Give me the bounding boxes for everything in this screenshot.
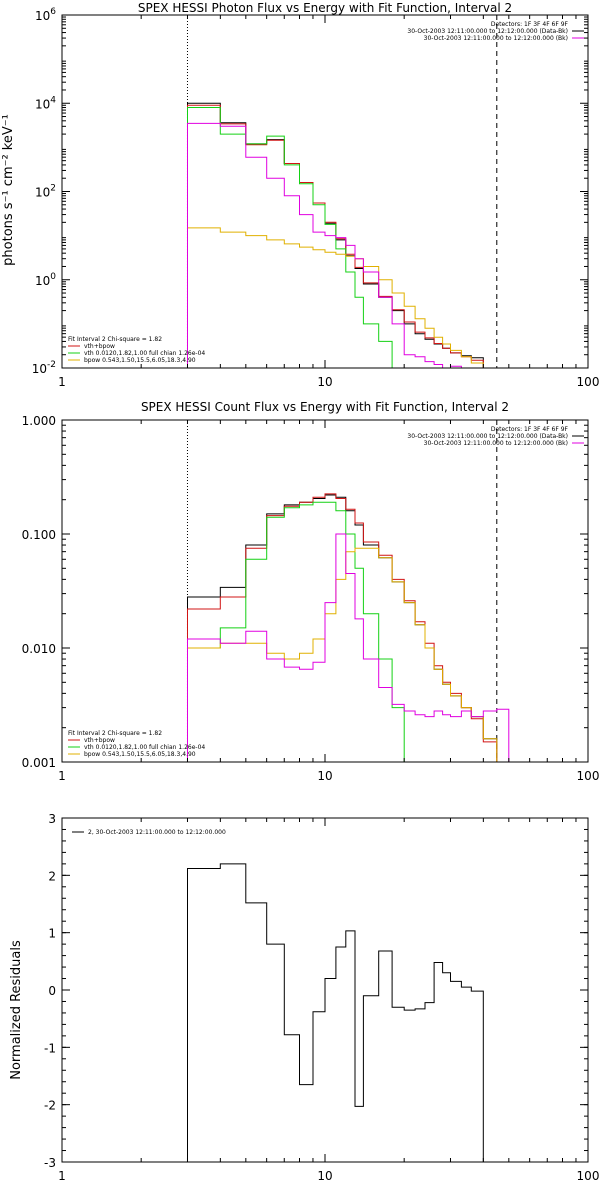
series-line-vth: [187, 107, 405, 368]
legend-bottom-left-text: vth+bpow: [84, 343, 115, 350]
y-tick-label: 10-2: [32, 360, 56, 376]
y-tick-label: 2: [48, 869, 56, 883]
legend-top-left-text: 2, 30-Oct-2003 12:11:00.000 to 12:12:00.…: [88, 829, 226, 836]
y-tick-label: 0.010: [22, 642, 56, 656]
series-line-vth: [187, 501, 416, 762]
y-tick-exponent: 0: [50, 272, 56, 282]
y-tick-base: 10: [35, 97, 50, 111]
y-axis-label: photons s⁻¹ cm⁻² keV⁻¹: [1, 114, 16, 266]
legend-top-right-text: Detectors: 1F 3F 4F 6F 9F: [491, 426, 569, 433]
plot-frame: [61, 14, 589, 369]
residuals-panel: Normalized Residuals 1 10 100 -3 -2 -1 0 1 2 3 2, 3…: [9, 812, 599, 1183]
legend-bottom-left-text: bpow 0.543,1.50,15.5,6.05,18.3,4.90: [84, 357, 196, 364]
y-axis-label: Normalized Residuals: [9, 940, 24, 1080]
x-tick-label: 10: [317, 769, 332, 783]
legend-bottom-left-text: Fit Interval 2 Chi-square = 1.82: [68, 730, 162, 737]
y-tick-label: 0: [48, 984, 56, 998]
y-tick-label: -3: [44, 1156, 56, 1170]
legend-bottom-left-text: bpow 0.543,1.50,15.5,6.05,18.3,4.90: [84, 751, 196, 758]
x-tick-label: 100: [577, 769, 600, 783]
y-tick-exponent: 4: [50, 95, 56, 105]
series-line-bpow: [187, 547, 509, 762]
legend-bottom-left-text: vth 0.0120,1.82,1.00 full chian 1.26e-04: [84, 350, 205, 357]
y-tick-label: -1: [44, 1041, 56, 1055]
y-tick-exponent: -2: [47, 360, 56, 370]
x-tick-label: 100: [577, 1169, 600, 1183]
legend-bottom-left-text: vth+bpow: [84, 737, 115, 744]
legend-bottom-left-text: vth 0.0120,1.82,1.00 full chian 1.26e-04: [84, 744, 205, 751]
y-tick-label: 104: [35, 95, 56, 111]
x-tick-label: 1: [58, 375, 66, 389]
legend-top-right-text: 30-Oct-2003 12:11:00.000 to 12:12:00.000…: [407, 433, 568, 440]
y-tick-exponent: 2: [50, 184, 56, 194]
count-flux-panel: SPEX HESSI Count Flux vs Energy with Fit…: [22, 400, 600, 783]
y-tick-label: 106: [35, 7, 56, 23]
series-line-background: [187, 122, 484, 368]
y-tick-label: 102: [35, 184, 56, 200]
y-tick-label: 1.000: [22, 414, 56, 428]
y-tick-base: 10: [35, 274, 50, 288]
y-tick-base: 10: [35, 9, 50, 23]
legend-top-right-text: 30-Oct-2003 12:11:00.000 to 12:12:00.000…: [424, 440, 568, 447]
x-tick-label: 10: [317, 1169, 332, 1183]
y-tick-label: 1: [48, 927, 56, 941]
x-tick-label: 1: [58, 1169, 66, 1183]
x-tick-label: 1: [58, 769, 66, 783]
y-tick-label: 100: [35, 272, 56, 288]
y-tick-label: 3: [48, 812, 56, 826]
x-tick-label: 100: [577, 375, 600, 389]
legend-bottom-left-text: Fit Interval 2 Chi-square = 1.82: [68, 336, 162, 343]
chart-title: SPEX HESSI Count Flux vs Energy with Fit…: [141, 400, 509, 414]
legend-top-right-text: Detectors: 1F 3F 4F 6F 9F: [491, 21, 569, 28]
series-line-background: [187, 533, 510, 762]
legend-top-right-text: 30-Oct-2003 12:11:00.000 to 12:12:00.000…: [407, 28, 568, 35]
x-tick-label: 10: [317, 375, 332, 389]
photon-flux-panel: SPEX HESSI Photon Flux vs Energy with Fi…: [1, 1, 599, 389]
chart-title: SPEX HESSI Photon Flux vs Energy with Fi…: [138, 1, 512, 15]
legend-top-right-text: 30-Oct-2003 12:11:00.000 to 12:12:00.000…: [424, 35, 568, 42]
y-tick-label: 0.001: [22, 756, 56, 770]
y-tick-label: 0.100: [22, 528, 56, 542]
series-line-data: [187, 494, 498, 762]
series-line-total_fit: [187, 493, 498, 762]
series-line-total_fit: [187, 104, 484, 368]
y-tick-base: 10: [35, 186, 50, 200]
y-tick-exponent: 6: [50, 7, 56, 17]
y-tick-base: 10: [32, 362, 47, 376]
series-line-data: [187, 863, 484, 1162]
y-tick-label: -2: [44, 1099, 56, 1113]
